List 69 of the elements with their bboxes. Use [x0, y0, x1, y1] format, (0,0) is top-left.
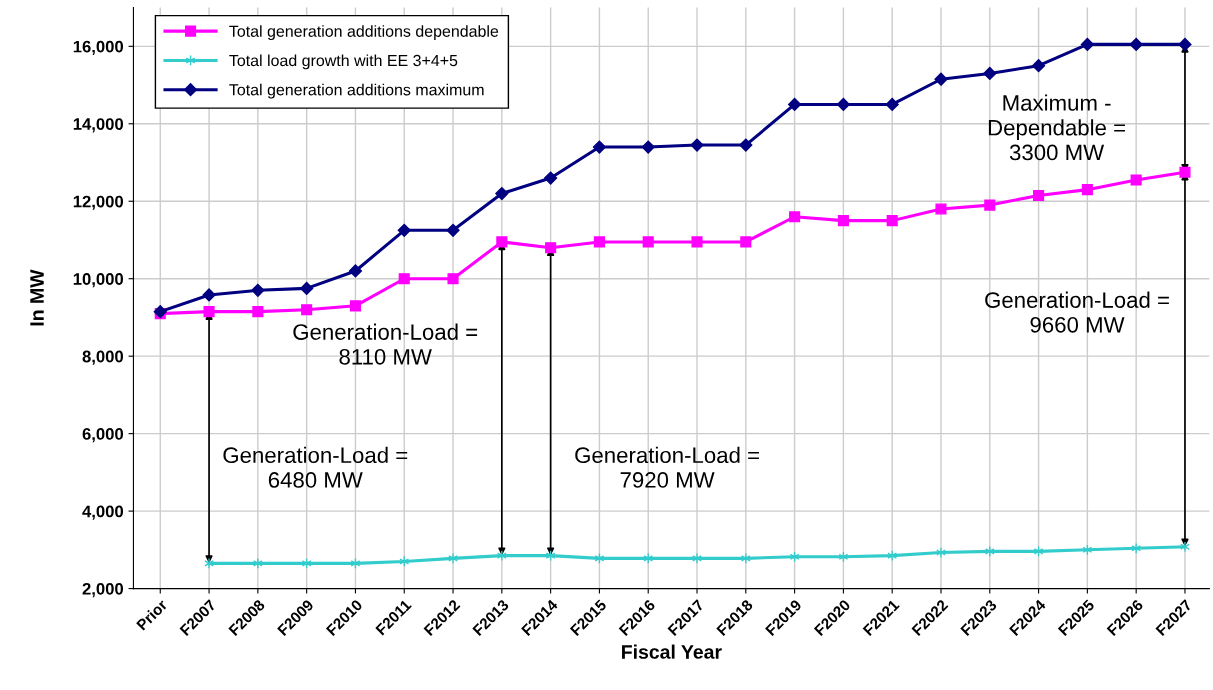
x-axis-title: Fiscal Year	[622, 644, 722, 659]
point	[252, 306, 264, 318]
point	[885, 97, 899, 112]
point	[887, 550, 898, 562]
point	[593, 236, 605, 248]
point	[836, 97, 850, 112]
y-tick-label: 8,000	[82, 350, 124, 365]
point	[300, 281, 314, 295]
annotation: Generation-Load = 6480 MW	[223, 446, 408, 488]
point	[1131, 542, 1142, 554]
y-tick-label: 2,000	[82, 582, 124, 598]
point	[592, 140, 607, 154]
point	[934, 72, 948, 86]
point	[788, 97, 802, 112]
point	[252, 557, 263, 569]
legend-label: Total generation additions maximum	[229, 83, 484, 99]
point	[740, 236, 752, 248]
point	[446, 223, 460, 237]
point	[1180, 541, 1190, 553]
annotation: Maximum - Dependable = 3300 MW	[988, 94, 1125, 161]
annotation: Generation-Load = 8110 MW	[293, 323, 478, 365]
point	[886, 215, 898, 227]
point	[739, 138, 753, 152]
point	[935, 203, 947, 215]
point	[642, 236, 654, 248]
point	[349, 300, 362, 312]
point	[1179, 166, 1191, 178]
point	[496, 550, 507, 562]
point	[301, 304, 313, 316]
point	[348, 264, 363, 278]
point	[1178, 37, 1192, 51]
annotation: Generation-Load = 9660 MW	[985, 291, 1169, 333]
point	[692, 552, 702, 564]
point	[690, 138, 704, 152]
point	[740, 552, 751, 564]
annotation: Generation-Load = 7920 MW	[575, 446, 759, 488]
point	[495, 186, 509, 201]
point	[1033, 189, 1045, 201]
point	[398, 273, 410, 285]
point	[1031, 59, 1046, 73]
point	[447, 273, 459, 285]
point	[984, 199, 996, 211]
point	[202, 288, 216, 302]
point	[1129, 37, 1143, 51]
y-tick-label: 14,000	[73, 118, 124, 133]
legend-label: Total load growth with EE 3+4+5	[229, 54, 458, 70]
y-tick-label: 6,000	[82, 428, 124, 443]
point	[496, 236, 508, 248]
point	[251, 283, 265, 297]
y-tick-label: 12,000	[73, 195, 124, 210]
point	[448, 552, 458, 564]
y-tick-label: 10,000	[73, 273, 124, 288]
point	[1080, 37, 1094, 51]
point	[983, 66, 997, 81]
point	[789, 211, 801, 223]
legend-label: Total generation additions dependable	[229, 25, 499, 41]
point	[203, 306, 215, 318]
point	[641, 140, 655, 154]
point	[545, 242, 557, 254]
point	[1081, 184, 1093, 196]
y-tick-label: 4,000	[82, 505, 124, 520]
point	[544, 171, 558, 185]
y-axis-title: In MW	[30, 269, 44, 326]
point	[204, 557, 214, 569]
point	[691, 236, 703, 248]
point	[397, 223, 411, 237]
point	[837, 215, 849, 227]
point	[1130, 174, 1142, 186]
y-tick-label: 16,000	[73, 40, 124, 55]
